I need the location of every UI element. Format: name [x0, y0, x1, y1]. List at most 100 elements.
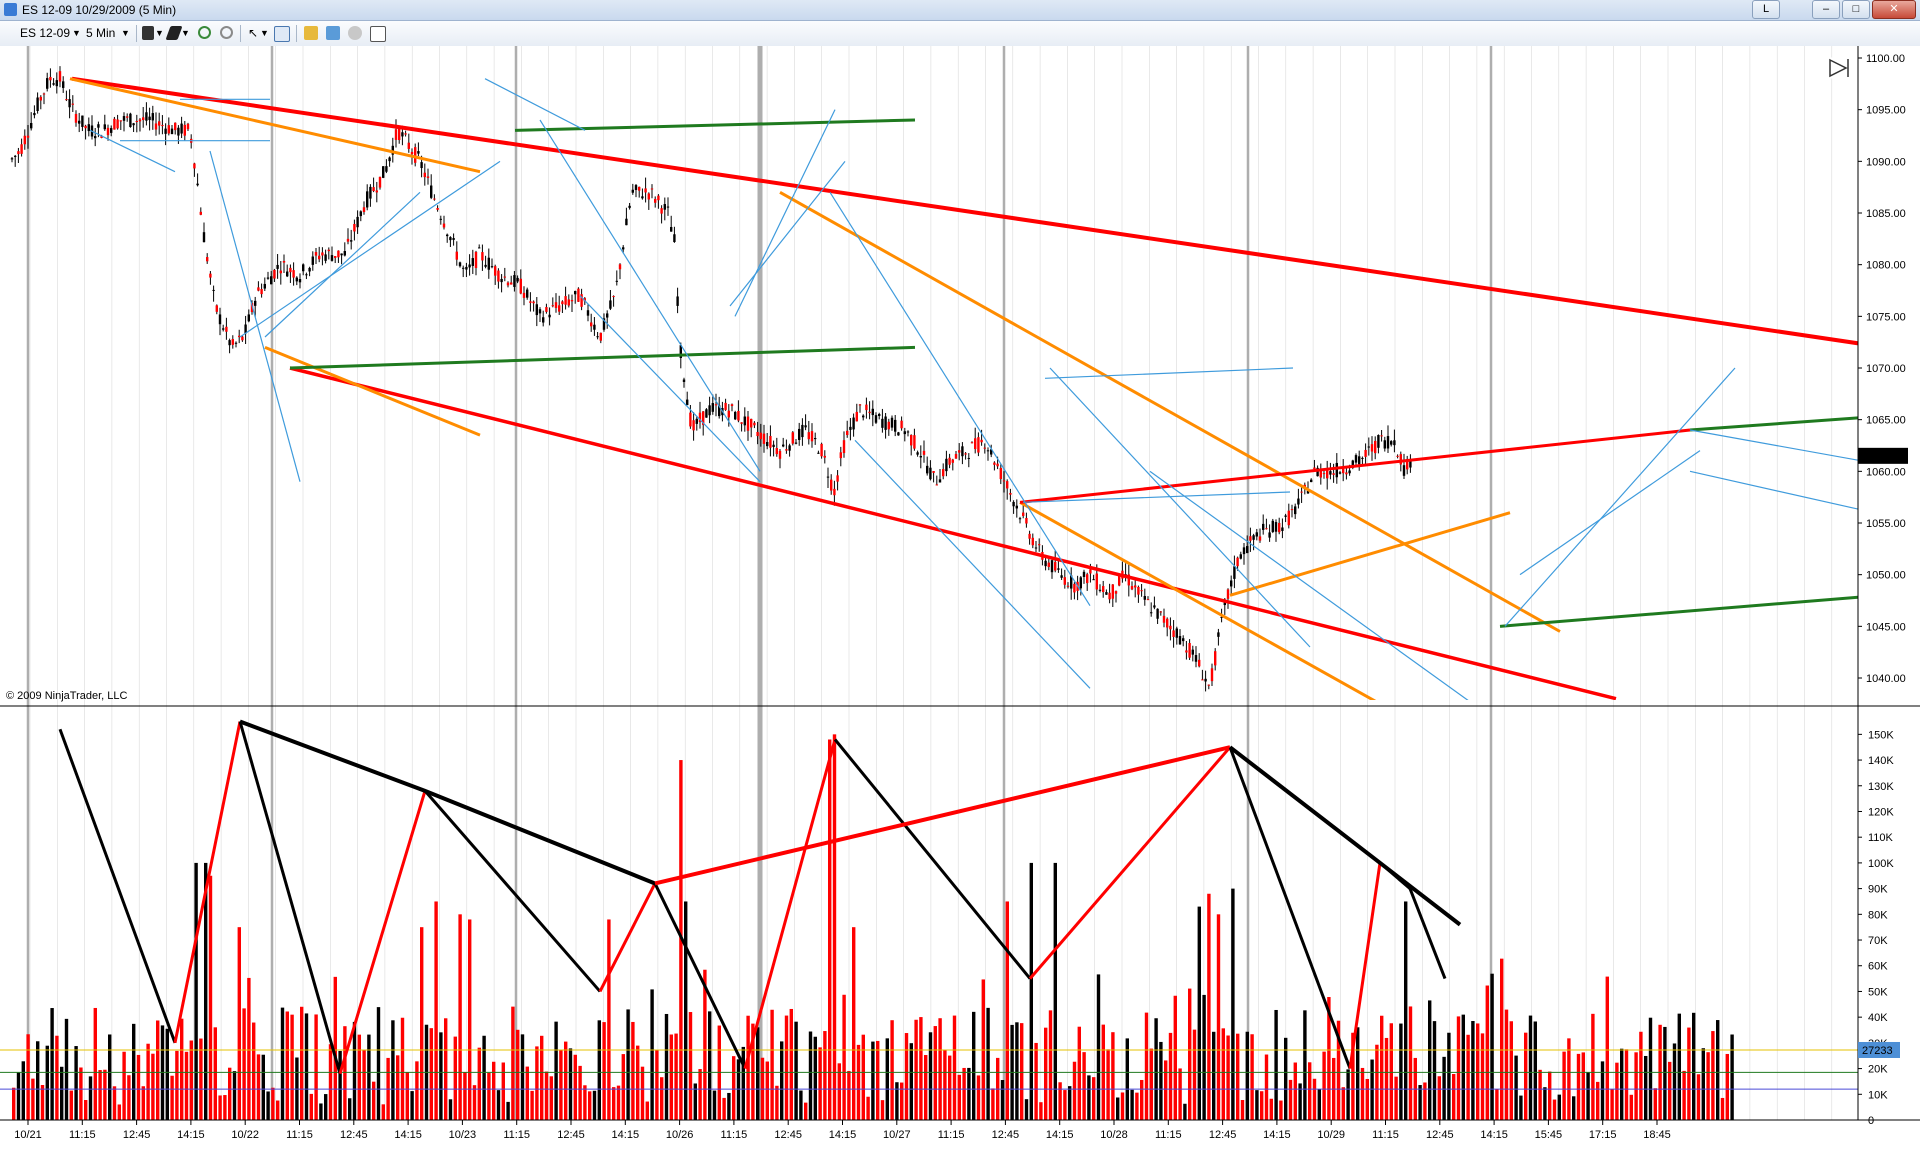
- price-tick-label: 1045.00: [1866, 621, 1906, 633]
- volume-bar: [170, 1075, 174, 1120]
- price-tick-label: 1060.00: [1866, 466, 1906, 478]
- price-bar: [129, 113, 132, 127]
- zigzag-line: [238, 721, 342, 1075]
- trend-line-orange: [1019, 501, 1377, 700]
- price-bar: [708, 405, 711, 416]
- volume-bar: [616, 1085, 621, 1120]
- volume-bar: [880, 1100, 885, 1120]
- volume-bar: [482, 1035, 486, 1120]
- price-bar: [394, 129, 398, 140]
- price-bar: [110, 128, 113, 133]
- volume-tick-label: 150K: [1868, 729, 1894, 741]
- volume-bar: [127, 1075, 131, 1120]
- price-bar: [1242, 547, 1246, 555]
- price-bar: [314, 252, 318, 256]
- volume-bar: [588, 1091, 592, 1120]
- volume-bar: [213, 1027, 217, 1120]
- cursor-icon[interactable]: ↖: [248, 26, 259, 40]
- pencil-icon[interactable]: [165, 26, 183, 40]
- zoom-out-icon[interactable]: [220, 26, 233, 39]
- price-bar: [439, 218, 442, 220]
- volume-bar: [511, 1006, 515, 1120]
- volume-bar: [520, 1034, 525, 1120]
- volume-bar: [559, 1049, 563, 1120]
- volume-bar: [828, 739, 832, 1120]
- price-bar: [142, 117, 145, 121]
- close-button[interactable]: ✕: [1872, 0, 1916, 19]
- volume-bar: [156, 1020, 160, 1120]
- price-bar: [906, 431, 910, 433]
- interval-selector[interactable]: 5 Min: [86, 26, 116, 40]
- price-bar: [1140, 590, 1143, 592]
- price-bar: [74, 113, 78, 123]
- volume-bar: [904, 1033, 909, 1120]
- volume-bar: [712, 1090, 717, 1120]
- price-bar: [228, 340, 231, 346]
- chevron-down-icon[interactable]: ▼: [181, 28, 190, 38]
- volume-bar: [957, 1074, 961, 1120]
- zoom-in-icon[interactable]: [198, 26, 211, 39]
- price-bar: [138, 119, 142, 122]
- price-bar: [14, 155, 17, 157]
- chart-background: [0, 46, 1920, 1160]
- time-tick-label: 12:45: [1426, 1129, 1454, 1141]
- chevron-down-icon[interactable]: ▼: [260, 28, 269, 38]
- volume-bar: [1308, 1062, 1312, 1120]
- chevron-down-icon[interactable]: ▼: [121, 28, 130, 38]
- volume-bar: [1423, 1082, 1427, 1120]
- price-bar: [1054, 562, 1057, 571]
- price-bar: [20, 144, 23, 154]
- time-tick-label: 15:45: [1535, 1129, 1563, 1141]
- price-bar: [1214, 651, 1217, 666]
- price-bar: [158, 121, 161, 126]
- price-bar: [359, 211, 362, 217]
- instrument-selector[interactable]: ES 12-09: [20, 26, 71, 40]
- price-tick-label: 1095.00: [1866, 105, 1906, 117]
- maximize-button[interactable]: □: [1842, 0, 1870, 19]
- volume-bar: [261, 1054, 265, 1120]
- price-bar: [1386, 436, 1390, 449]
- volume-bar: [1648, 1017, 1653, 1120]
- price-bar: [532, 301, 535, 304]
- minimize-button[interactable]: –: [1812, 0, 1840, 19]
- volume-bar: [780, 1041, 784, 1120]
- price-bar: [452, 238, 455, 240]
- volume-bar: [832, 734, 837, 1120]
- volume-bar: [328, 1044, 333, 1120]
- last-price-label: 1061.50: [1862, 451, 1902, 463]
- volume-bar: [21, 1061, 25, 1120]
- volume-bar: [194, 862, 198, 1120]
- price-bar: [270, 276, 273, 285]
- price-bar: [1335, 462, 1338, 478]
- price-bar: [126, 116, 129, 118]
- price-bar: [1300, 491, 1303, 493]
- price-bar: [666, 206, 670, 208]
- volume-bar: [1039, 1102, 1043, 1120]
- price-bar: [334, 256, 337, 258]
- properties-icon[interactable]: [304, 26, 318, 40]
- price-bar: [289, 267, 292, 273]
- chart-trader-icon[interactable]: [370, 26, 386, 42]
- price-bar: [257, 287, 260, 291]
- indicators-icon[interactable]: [326, 26, 340, 40]
- time-tick-label: 11:15: [503, 1129, 530, 1141]
- strategy-icon[interactable]: [348, 26, 362, 40]
- bars-icon[interactable]: [142, 26, 154, 40]
- time-tick-label: 14:15: [1263, 1129, 1291, 1141]
- volume-bar: [1394, 1076, 1398, 1120]
- trend-line-red: [1019, 428, 1691, 504]
- link-button[interactable]: L: [1752, 0, 1780, 19]
- price-bar: [375, 190, 378, 193]
- data-box-icon[interactable]: [274, 26, 290, 42]
- price-bar: [593, 324, 596, 330]
- volume-bar: [1168, 1032, 1173, 1120]
- chevron-down-icon[interactable]: ▼: [72, 28, 81, 38]
- scroll-to-end-icon[interactable]: [1828, 57, 1852, 79]
- chart-area[interactable]: 1100.00 1095.00 1090.00 1085.00 1080.00 1075.…: [0, 46, 1920, 1160]
- price-bar: [644, 188, 647, 193]
- volume-bar: [372, 1081, 376, 1120]
- volume-bar: [847, 1070, 851, 1120]
- chevron-down-icon[interactable]: ▼: [155, 28, 164, 38]
- price-bar: [631, 189, 634, 193]
- window-controls: L – □ ✕: [1752, 0, 1916, 19]
